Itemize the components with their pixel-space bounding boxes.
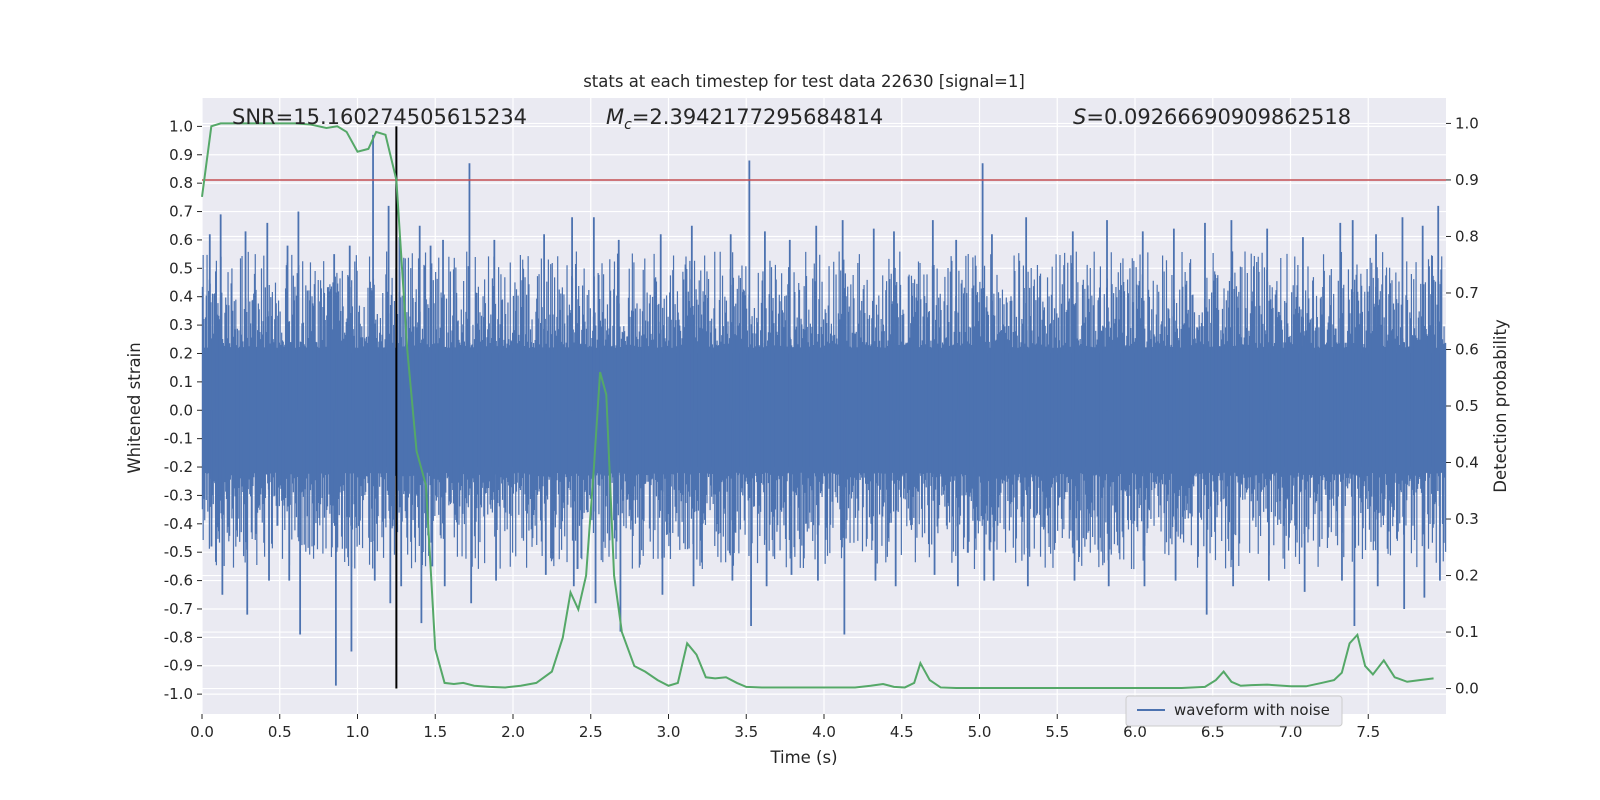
y-axis-label: Whitened strain [125,342,144,473]
probability-series [201,122,1434,690]
y2-tick-label: 0.5 [1455,397,1479,415]
x-tick-label: 1.0 [346,723,370,741]
legend-box [1125,695,1343,727]
x-tick-label: 1.5 [423,723,447,741]
x-tick-label: 2.5 [579,723,603,741]
y-tick-label: -0.9 [164,657,193,675]
x-axis-label: Time (s) [769,748,837,767]
x-tick-label: 6.0 [1123,723,1147,741]
y-tick-label: 1.0 [169,117,193,135]
y-tick-label: 0.7 [169,203,193,221]
y2-axis-label: Detection probability [1491,319,1510,493]
y-tick-label: -0.2 [164,458,193,476]
y-tick-label: -0.4 [164,515,193,533]
x-tick-label: 7.0 [1279,723,1303,741]
y-tick-label: 0.5 [169,259,193,277]
y2-tick-label: 0.8 [1455,227,1479,245]
s-statistic-annotation: S=0.09266690909862518 [1073,105,1351,129]
x-tick-label: 5.0 [968,723,992,741]
y-tick-label: 0.3 [169,316,193,334]
y2-tick-label: 0.7 [1455,284,1479,302]
x-tick-label: 4.5 [890,723,914,741]
legend: waveform with noise [1125,695,1343,727]
y-tick-label: 0.9 [169,146,193,164]
x-tick-label: 3.0 [657,723,681,741]
y-tick-label: 0.6 [169,231,193,249]
legend-entry-waveform: waveform with noise [1174,701,1330,719]
y2-tick-label: 0.1 [1455,623,1479,641]
y-tick-label: -1.0 [164,685,193,703]
waveform-series [201,134,1447,686]
x-tick-label: 5.5 [1045,723,1069,741]
chart-title: stats at each timestep for test data 226… [583,72,1025,91]
y2-tick-label: 0.4 [1455,454,1479,472]
y-tick-label: -0.8 [164,628,193,646]
x-tick-label: 2.0 [501,723,525,741]
x-tick-label: 0.0 [190,723,214,741]
x-tick-label: 7.5 [1356,723,1380,741]
x-tick-label: 3.5 [734,723,758,741]
y2-tick-label: 1.0 [1455,114,1479,132]
y-tick-label: 0.4 [169,288,193,306]
y2-tick-label: 0.3 [1455,510,1479,528]
x-tick-label: 4.0 [812,723,836,741]
y2-tick-label: 0.6 [1455,340,1479,358]
tick-labels: 0.0 0.5 1.0 1.5 2.0 2.5 3.0 3.5 4.0 4.5 5.0 5.5 6.0 6… [164,114,1479,741]
probability-line [201,122,1434,690]
y-tick-label: -0.6 [164,572,193,590]
y-tick-label: -0.7 [164,600,193,618]
y2-tick-label: 0.2 [1455,567,1479,585]
y-tick-label: -0.5 [164,543,193,561]
y-tick-label: 0.2 [169,344,193,362]
y-tick-label: 0.0 [169,401,193,419]
x-tick-label: 0.5 [268,723,292,741]
y2-tick-label: 0.0 [1455,680,1479,698]
y-tick-label: 0.1 [169,373,193,391]
y-tick-label: 0.8 [169,174,193,192]
y-tick-label: -0.3 [164,486,193,504]
chirp-mass-annotation: Mc=2.3942177295684814 [606,105,883,133]
snr-annotation: SNR=15.160274505615234 [232,105,527,129]
x-tick-label: 6.5 [1201,723,1225,741]
y2-tick-label: 0.9 [1455,171,1479,189]
y-tick-label: -0.1 [164,430,193,448]
